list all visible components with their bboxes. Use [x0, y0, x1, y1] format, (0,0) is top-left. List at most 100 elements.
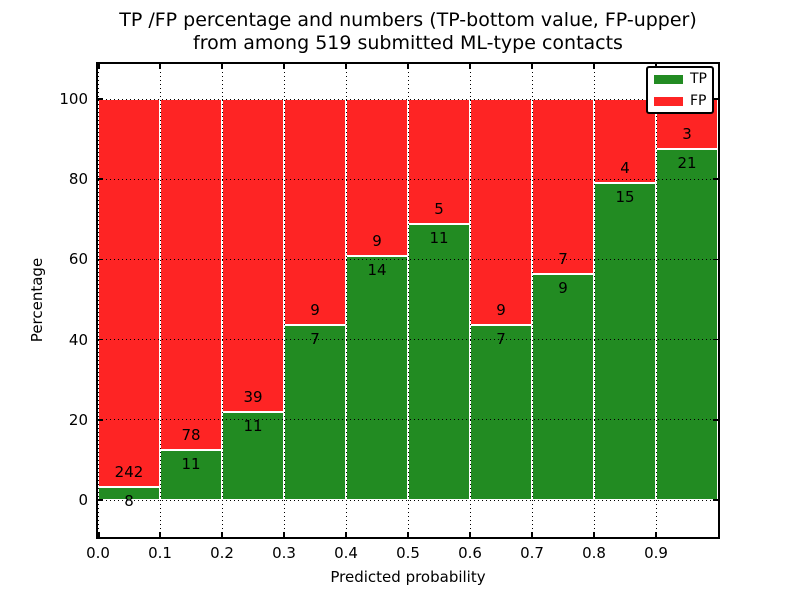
bar-count-label-fp: 39 [243, 387, 263, 406]
legend-label-tp: TP [690, 71, 707, 87]
y-tick-label: 20 [68, 410, 88, 429]
bar-count-label-tp: 9 [558, 279, 568, 298]
bar-count-label-fp: 3 [682, 125, 692, 144]
x-tick-mark [98, 532, 100, 537]
x-tick-mark [531, 532, 533, 537]
bar-count-label-tp: 11 [243, 416, 263, 435]
y-tick-label: 0 [78, 491, 88, 509]
y-tick-mark-right [713, 178, 718, 180]
bar-count-label-tp: 11 [429, 229, 449, 248]
bar-segment-fp [346, 99, 408, 256]
bar-segment-fp [98, 99, 160, 488]
gridline-v [345, 64, 347, 537]
bar-count-label-fp: 242 [114, 463, 144, 482]
bar-segment-fp [532, 99, 594, 275]
bar-count-label-fp: 9 [310, 300, 320, 319]
gridline-v [221, 64, 223, 537]
bar-count-label-fp: 78 [181, 426, 201, 445]
y-tick-label: 100 [59, 90, 88, 108]
y-tick-mark [98, 499, 103, 501]
x-tick-mark-top [221, 64, 223, 69]
x-tick-label: 0.8 [582, 544, 606, 562]
bar-segment-tp [594, 183, 656, 500]
x-tick-label: 0.1 [148, 544, 172, 562]
chart-title-line2: from among 519 submitted ML-type contact… [193, 32, 623, 54]
gridline-v [655, 64, 657, 537]
legend-item-fp: FP [654, 92, 707, 110]
x-tick-mark [593, 532, 595, 537]
x-tick-label: 0.3 [272, 544, 296, 562]
chart-title-line1: TP /FP percentage and numbers (TP-bottom… [119, 9, 697, 31]
x-tick-mark-top [283, 64, 285, 69]
gridline-v [593, 64, 595, 537]
x-tick-label: 0.0 [86, 544, 110, 562]
bar-count-label-tp: 7 [310, 329, 320, 348]
x-tick-mark [407, 532, 409, 537]
x-tick-mark-top [98, 64, 100, 69]
bar-segment-tp [656, 149, 718, 500]
x-tick-mark [159, 532, 161, 537]
bar-count-label-fp: 7 [558, 250, 568, 269]
fp-swatch [654, 96, 683, 106]
bar-segment-tp [408, 224, 470, 500]
y-tick-mark [98, 98, 103, 100]
bar-count-label-tp: 21 [677, 154, 697, 173]
bar-count-label-tp: 15 [615, 188, 635, 207]
gridline-v [98, 64, 99, 537]
x-tick-label: 0.9 [644, 544, 668, 562]
y-tick-label: 60 [68, 250, 88, 269]
x-tick-mark-top [531, 64, 533, 69]
x-tick-mark [221, 532, 223, 537]
x-tick-mark-top [593, 64, 595, 69]
y-tick-mark [98, 178, 103, 180]
y-tick-mark-right [713, 338, 718, 341]
y-tick-mark [98, 258, 103, 261]
x-tick-mark-top [159, 64, 161, 69]
y-tick-label: 80 [68, 170, 88, 189]
bar-segment-tp [532, 274, 594, 500]
legend: TP FP [646, 66, 714, 114]
bar-segment-tp [222, 411, 284, 500]
x-tick-label: 0.7 [520, 544, 544, 562]
bar-count-label-fp: 9 [372, 231, 382, 250]
x-tick-mark [345, 532, 347, 537]
gridline-v [159, 64, 161, 537]
bar-segment-fp [594, 99, 656, 184]
x-tick-label: 0.5 [396, 544, 420, 562]
bar-count-label-tp: 8 [124, 492, 134, 511]
gridline-v [531, 64, 533, 537]
bar-segment-tp [346, 255, 408, 500]
y-tick-mark-right [713, 499, 718, 501]
plot-area: TP FP 242 8 78 11 39 11 9 7 9 14 5 11 9 7 7 9 4 15 3 21 [96, 62, 720, 539]
x-axis-label: Predicted probability [330, 568, 486, 586]
gridline-v [283, 64, 285, 537]
bar-count-label-tp: 7 [496, 329, 506, 348]
x-tick-mark [283, 532, 285, 537]
y-tick-label: 40 [68, 330, 88, 349]
chart-title: TP /FP percentage and numbers (TP-bottom… [96, 9, 720, 55]
bar-segment-tp [284, 324, 346, 500]
bar-segment-fp [160, 99, 222, 451]
x-tick-mark-top [469, 64, 471, 69]
bar-count-label-fp: 9 [496, 300, 506, 319]
x-tick-label: 0.6 [458, 544, 482, 562]
x-tick-mark [469, 532, 471, 537]
y-tick-mark-right [713, 98, 718, 100]
bar-count-label-fp: 5 [434, 200, 444, 219]
x-tick-mark-top [345, 64, 347, 69]
y-tick-mark [98, 338, 103, 341]
x-tick-label: 0.2 [210, 544, 234, 562]
legend-item-tp: TP [654, 70, 707, 88]
x-tick-mark [655, 532, 657, 537]
bar-segment-fp [222, 99, 284, 412]
x-tick-mark-top [407, 64, 409, 69]
tp-swatch [654, 74, 683, 84]
x-tick-label: 0.4 [334, 544, 358, 562]
y-tick-mark-right [713, 258, 718, 261]
legend-label-fp: FP [690, 93, 707, 109]
y-tick-mark [98, 419, 103, 421]
bar-count-label-fp: 4 [620, 159, 630, 178]
bar-segment-tp [160, 450, 222, 500]
bar-segment-tp [470, 324, 532, 500]
